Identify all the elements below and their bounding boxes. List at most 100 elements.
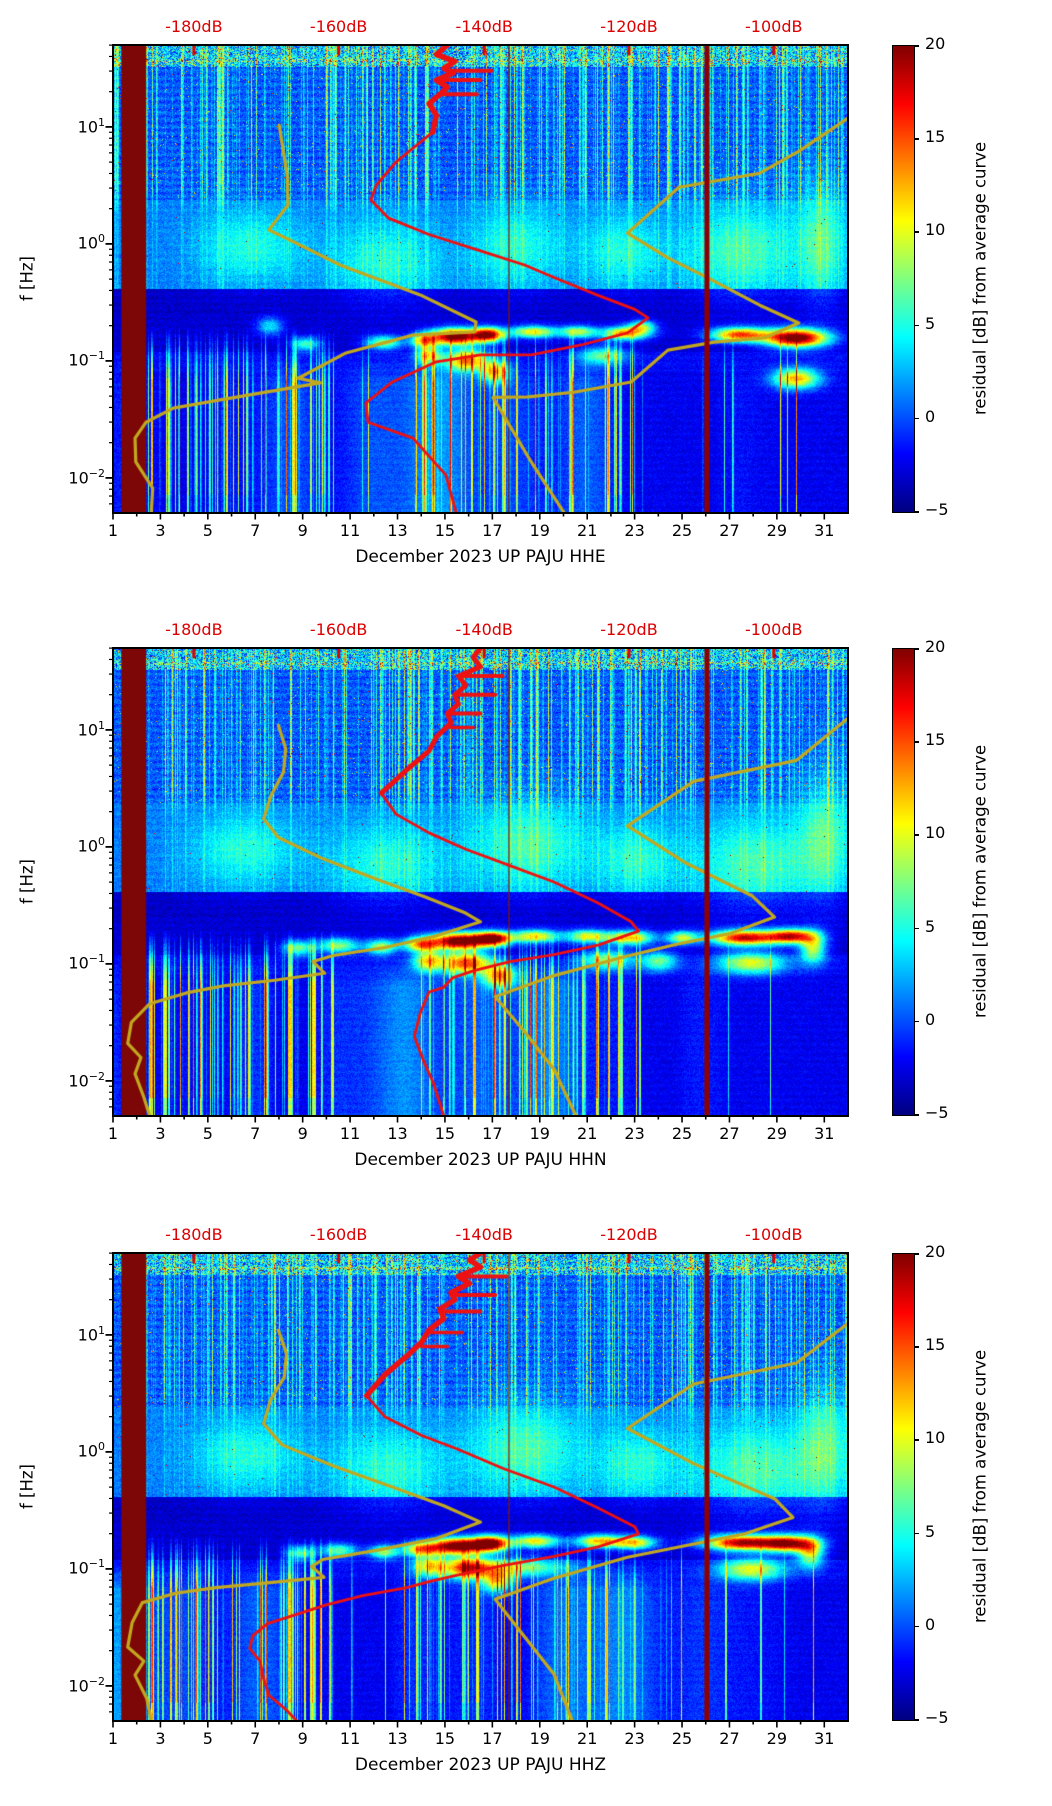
colorbar-tick-label: −5	[925, 1103, 949, 1122]
top-axis-label: -140dB	[455, 1225, 513, 1244]
colorbar-tick-label: −5	[925, 1708, 949, 1727]
colorbar-tick	[914, 1625, 919, 1628]
x-tick-label: 25	[671, 1729, 693, 1748]
top-axis-label: -160dB	[309, 1225, 368, 1244]
y-tick-label: 10−1	[68, 1556, 105, 1578]
y-axis-label: f [Hz]	[17, 256, 37, 302]
colorbar-tick-label: −5	[925, 500, 949, 519]
y-axis-label: f [Hz]	[17, 859, 37, 905]
x-tick-label: 29	[766, 1729, 788, 1748]
colorbar-tick-label: 15	[925, 730, 946, 750]
y-tick-label: 101	[77, 1323, 105, 1345]
top-axis-label: -180dB	[165, 17, 223, 36]
x-tick-label: 29	[766, 521, 788, 540]
colorbar-tick	[914, 1532, 919, 1535]
colorbar-tick-label: 5	[925, 1521, 936, 1541]
colorbar	[892, 648, 915, 1116]
x-tick-label: 31	[814, 521, 835, 540]
colorbar-tick-label: 20	[925, 637, 946, 656]
colorbar-label: residual [dB] from average curve	[970, 141, 990, 415]
spectrogram-hhn	[113, 648, 848, 1116]
y-tick-label: 10−1	[68, 951, 105, 973]
x-tick-label: 5	[202, 521, 213, 540]
colorbar-tick	[914, 741, 919, 743]
top-axis-label: -160dB	[309, 620, 368, 639]
x-tick-label: 21	[577, 1124, 598, 1143]
plot-spine	[112, 1252, 849, 1722]
x-tick-label: 21	[577, 521, 598, 540]
x-tick-label: 25	[671, 1124, 693, 1143]
top-axis-label: -160dB	[309, 17, 368, 36]
x-tick-label: 15	[434, 521, 456, 540]
x-tick-label: 27	[719, 1729, 740, 1748]
y-tick-label: 100	[77, 1439, 105, 1461]
top-axis-label: -140dB	[455, 620, 513, 639]
axes-hhn	[105, 647, 849, 1123]
top-axis-label: -100dB	[745, 17, 803, 36]
top-axis-label: -120dB	[600, 620, 658, 639]
x-tick-label: 31	[814, 1124, 835, 1143]
x-tick-label: 11	[339, 1124, 361, 1143]
x-tick-label: 7	[250, 521, 261, 540]
x-tick-label: 9	[297, 1124, 308, 1143]
y-tick-label: 100	[77, 231, 105, 253]
colorbar-tick-label: 10	[925, 823, 946, 843]
colorbar-tick-label: 20	[925, 1242, 946, 1261]
colorbar-tick	[914, 834, 919, 836]
y-tick-label: 10−2	[68, 1069, 105, 1091]
top-axis-label: -120dB	[600, 17, 658, 36]
top-axis-label: -100dB	[745, 620, 803, 639]
colorbar-tick	[914, 1114, 919, 1116]
x-tick-label: 25	[671, 521, 693, 540]
colorbar-tick	[914, 648, 919, 650]
x-tick-label: 11	[339, 1729, 361, 1748]
top-axis-label: -140dB	[455, 17, 513, 36]
colorbar-tick	[914, 231, 919, 233]
colorbar-tick-label: 20	[925, 34, 946, 53]
colorbar-tick	[914, 324, 919, 327]
top-axis-label: -100dB	[745, 1225, 803, 1244]
colorbar	[892, 1253, 915, 1721]
x-tick-label: 29	[766, 1124, 788, 1143]
colorbar-tick	[914, 1346, 919, 1348]
y-tick-label: 101	[77, 718, 105, 740]
axes-hhe	[105, 44, 849, 520]
colorbar-tick-label: 0	[925, 406, 936, 426]
x-tick-label: 3	[155, 521, 166, 540]
colorbar-tick-label: 10	[925, 220, 946, 240]
colorbar-tick	[914, 1439, 919, 1441]
plot-spine	[112, 44, 849, 514]
x-tick-label: 3	[155, 1729, 166, 1748]
colorbar-tick-label: 15	[925, 1335, 946, 1355]
colorbar-tick	[914, 511, 919, 513]
x-tick-label: 21	[577, 1729, 598, 1748]
x-tick-label: 5	[202, 1729, 213, 1748]
x-tick-label: 27	[719, 521, 740, 540]
x-tick-label: 13	[387, 1729, 408, 1748]
colorbar-tick	[914, 927, 919, 930]
colorbar-tick	[914, 45, 919, 47]
top-axis-label: -120dB	[600, 1225, 658, 1244]
x-tick-label: 23	[624, 1124, 645, 1143]
x-tick-label: 7	[250, 1124, 261, 1143]
x-tick-label: 9	[297, 521, 308, 540]
top-axis-label: -180dB	[165, 1225, 223, 1244]
colorbar-tick	[914, 138, 919, 140]
x-tick-label: 17	[482, 1729, 503, 1748]
x-tick-label: 19	[529, 1729, 550, 1748]
x-tick-label: 5	[202, 1124, 213, 1143]
x-tick-label: 17	[482, 1124, 503, 1143]
x-axis-label-hhe: December 2023 UP PAJU HHE	[355, 547, 606, 567]
y-tick-label: 101	[77, 115, 105, 137]
x-tick-label: 1	[107, 521, 119, 540]
x-tick-label: 13	[387, 1124, 408, 1143]
colorbar	[892, 45, 915, 513]
colorbar-label: residual [dB] from average curve	[970, 744, 990, 1018]
x-tick-label: 15	[434, 1729, 456, 1748]
y-axis-label: f [Hz]	[17, 1464, 37, 1510]
x-tick-label: 19	[529, 1124, 550, 1143]
spectrogram-hhe	[113, 45, 848, 513]
